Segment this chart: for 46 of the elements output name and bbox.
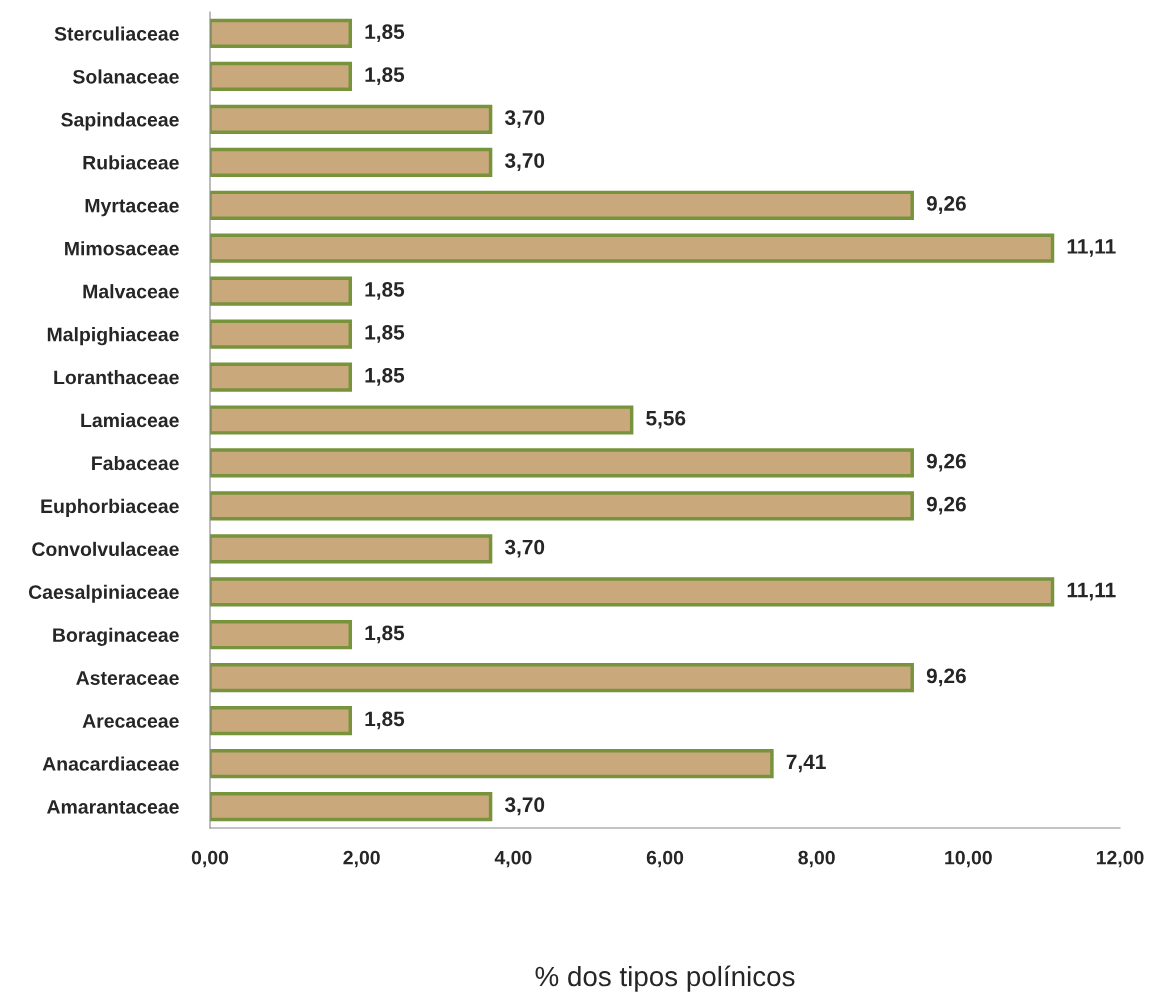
data-label: 11,11 — [1067, 582, 1116, 601]
x-axis-title: % dos tipos polínicos — [535, 965, 795, 992]
y-tick-label: Amarantaceae — [46, 800, 179, 814]
data-label: 9,26 — [926, 453, 966, 472]
y-tick-label: Mimosaceae — [65, 241, 179, 256]
x-tick-label: 2,00 — [343, 850, 380, 868]
data-label: 9,26 — [926, 668, 966, 687]
y-tick-label: Rubiaceae — [83, 155, 179, 170]
data-label: 1,85 — [365, 367, 405, 386]
y-tick-label: Caesalpiniaceae — [28, 584, 179, 603]
data-label: 1,85 — [365, 282, 405, 300]
data-label: 11,11 — [1067, 239, 1116, 257]
y-tick-label: Convolvulaceae — [32, 541, 179, 557]
data-label: 1,85 — [365, 711, 405, 730]
data-label: 3,70 — [504, 153, 545, 171]
x-tick-label: 8,00 — [798, 850, 835, 868]
x-tick-label: 0,00 — [191, 850, 229, 868]
data-label: 3,70 — [504, 797, 545, 816]
data-label: 1,85 — [365, 324, 405, 343]
y-tick-label: Loranthaceae — [54, 370, 179, 385]
data-label: 9,26 — [926, 196, 966, 214]
y-tick-label: Asteraceae — [76, 671, 179, 685]
x-tick-label: 4,00 — [494, 850, 532, 868]
x-tick-label: 12,00 — [1096, 850, 1144, 868]
y-tick-label: Sterculiaceae — [54, 26, 179, 41]
y-tick-label: Myrtaceae — [85, 198, 179, 217]
y-tick-label: Fabaceae — [92, 455, 179, 471]
data-label: 3,70 — [504, 539, 545, 558]
data-label: 7,41 — [786, 754, 826, 773]
y-tick-label: Malpighiaceae — [47, 327, 179, 346]
data-label: 1,85 — [365, 67, 405, 86]
y-tick-label: Arecaceae — [82, 714, 179, 728]
y-tick-label: Anacardiaceae — [42, 756, 179, 771]
y-tick-label: Lamiaceae — [81, 412, 179, 428]
y-tick-label: Sapindaceae — [61, 112, 179, 131]
x-tick-label: 10,00 — [945, 850, 992, 868]
y-tick-label: Boraginaceae — [53, 627, 179, 646]
data-label: 1,85 — [365, 24, 405, 43]
x-tick-label: 6,00 — [646, 850, 684, 868]
data-label: 3,70 — [504, 110, 545, 128]
y-tick-label: Malvaceae — [83, 284, 179, 299]
data-label: 5,56 — [646, 410, 686, 429]
y-tick-label: Solanaceae — [73, 69, 179, 84]
data-label: 1,85 — [365, 625, 405, 644]
y-tick-label: Euphorbiaceae — [41, 498, 179, 517]
data-label: 9,26 — [926, 496, 966, 515]
